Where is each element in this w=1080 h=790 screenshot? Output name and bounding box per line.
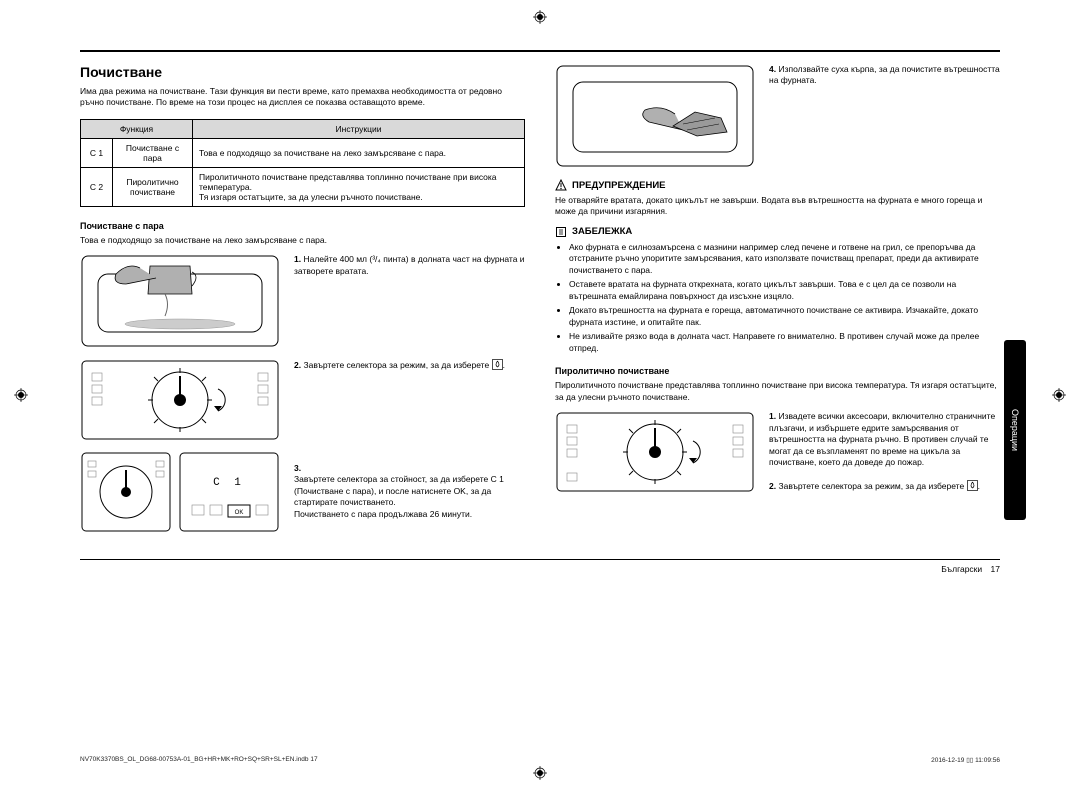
- droplet-icon: [492, 359, 503, 370]
- footer-page-number: 17: [991, 564, 1000, 574]
- ok-button-label: OK: [235, 510, 244, 516]
- section-title: Почистване: [80, 64, 525, 80]
- left-column: Почистване Има два режима на почистване.…: [80, 64, 525, 543]
- warning-heading: ПРЕДУПРЕЖДЕНИЕ: [555, 179, 1000, 191]
- step-row: 1. Извадете всички аксесоари, включителн…: [555, 411, 1000, 493]
- page-footer: Български 17: [80, 559, 1000, 574]
- step-row: 4. Използвайте суха кърпа, за да почисти…: [555, 64, 1000, 169]
- top-rule: [80, 50, 1000, 52]
- step-row: 2. Завъртете селектора за режим, за да и…: [80, 359, 525, 441]
- warning-text: Не отваряйте вратата, докато цикълът не …: [555, 195, 1000, 218]
- step3-text: 3. Завъртете селектора за стойност, за д…: [294, 451, 525, 520]
- step-body: Извадете всички аксесоари, включително с…: [769, 411, 995, 467]
- step4-diagram: [555, 64, 755, 169]
- print-filename: NV70K3370BS_OL_DG68-00753A-01_BG+HR+MK+R…: [80, 756, 318, 764]
- func-code: C 1: [81, 138, 113, 167]
- step-number: 1.: [294, 254, 301, 264]
- step-body: Завъртете селектора за режим, за да избе…: [303, 360, 491, 370]
- droplet-icon: [967, 480, 978, 491]
- note-label: ЗАБЕЛЕЖКА: [572, 226, 632, 237]
- steam-heading: Почистване с пара: [80, 221, 525, 231]
- warning-icon: [555, 179, 567, 191]
- table-row: C 2 Пиролитично почистване Пиролитичното…: [81, 167, 525, 206]
- step1-text: 1. Налейте 400 мл (³/₄ пинта) в долната …: [294, 254, 525, 277]
- table-row: C 1 Почистване с пара Това е подходящо з…: [81, 138, 525, 167]
- display-c1: C 1: [213, 477, 245, 489]
- step-body: Завъртете селектора за режим, за да избе…: [778, 481, 966, 491]
- step-body: Използвайте суха кърпа, за да почистите …: [769, 64, 1000, 85]
- page-content: Почистване Има два режима на почистване.…: [0, 0, 1080, 614]
- note-item: Ако фурната е силнозамърсена с мазнини н…: [569, 242, 1000, 276]
- step-body: Завъртете селектора за стойност, за да и…: [294, 474, 504, 518]
- intro-text: Има два режима на почистване. Тази функц…: [80, 86, 525, 109]
- step-row: 1. Налейте 400 мл (³/₄ пинта) в долната …: [80, 254, 525, 349]
- note-item: Оставете вратата на фурната открехната, …: [569, 279, 1000, 302]
- step-row: C 1 OK 3. Завъртете селектора за стойнос…: [80, 451, 525, 533]
- step-number: 4.: [769, 64, 776, 74]
- print-timestamp: 2016-12-19 ▯▯ 11:09:56: [931, 756, 1000, 764]
- pyro-step1-diagram: [555, 411, 755, 493]
- step2-text: 2. Завъртете селектора за режим, за да и…: [294, 359, 525, 371]
- pyro-heading: Пиролитично почистване: [555, 366, 1000, 376]
- func-instr: Пиролитичното почистване представлява то…: [193, 167, 525, 206]
- step1-diagram: [80, 254, 280, 349]
- step-body: Налейте 400 мл (³/₄ пинта) в долната час…: [294, 254, 525, 275]
- print-footer: NV70K3370BS_OL_DG68-00753A-01_BG+HR+MK+R…: [80, 756, 1000, 764]
- table-header-instr: Инструкции: [193, 119, 525, 138]
- step3-diagram: C 1 OK: [80, 451, 280, 533]
- step-number: 2.: [769, 481, 776, 491]
- footer-language: Български: [941, 564, 982, 574]
- table-header-func: Функция: [81, 119, 193, 138]
- func-instr: Това е подходящо за почистване на леко з…: [193, 138, 525, 167]
- step-number: 3.: [294, 463, 301, 473]
- step-number: 1.: [769, 411, 776, 421]
- note-heading: ЗАБЕЛЕЖКА: [555, 226, 1000, 238]
- step2-diagram: [80, 359, 280, 441]
- step-number: 2.: [294, 360, 301, 370]
- step4-text: 4. Използвайте суха кърпа, за да почисти…: [769, 64, 1000, 87]
- notes-list: Ако фурната е силнозамърсена с мазнини н…: [555, 242, 1000, 354]
- note-item: Докато вътрешността на фурната е гореща,…: [569, 305, 1000, 328]
- func-name: Пиролитично почистване: [113, 167, 193, 206]
- function-table: Функция Инструкции C 1 Почистване с пара…: [80, 119, 525, 207]
- warning-label: ПРЕДУПРЕЖДЕНИЕ: [572, 180, 666, 191]
- func-name: Почистване с пара: [113, 138, 193, 167]
- steam-lead: Това е подходящо за почистване на леко з…: [80, 235, 525, 246]
- right-column: 4. Използвайте суха кърпа, за да почисти…: [555, 64, 1000, 543]
- registration-mark-bottom: [533, 766, 547, 780]
- pyro-lead: Пиролитичното почистване представлява то…: [555, 380, 1000, 403]
- note-item: Не изливайте рязко вода в долната част. …: [569, 331, 1000, 354]
- note-icon: [555, 226, 567, 238]
- pyro-step1-text: 1. Извадете всички аксесоари, включителн…: [769, 411, 1000, 492]
- func-code: C 2: [81, 167, 113, 206]
